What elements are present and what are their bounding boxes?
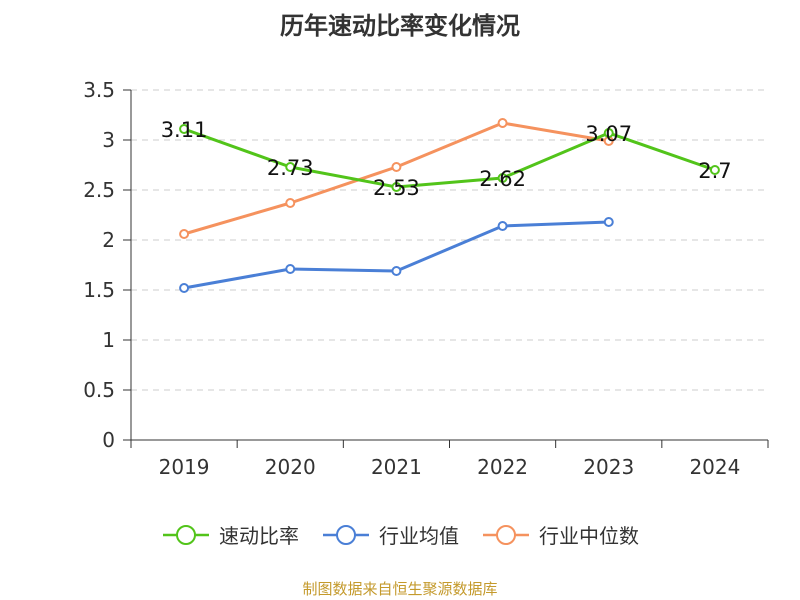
y-tick-label: 0.5 (83, 378, 115, 402)
legend-label: 速动比率 (219, 524, 299, 548)
legend-label: 行业中位数 (539, 524, 639, 548)
y-tick-label: 1 (102, 328, 115, 352)
series-line-1 (183, 220, 609, 290)
data-point (285, 162, 296, 172)
series-lines (179, 118, 720, 293)
data-point (391, 182, 402, 192)
data-point (179, 229, 190, 239)
y-tick-label: 2 (102, 228, 115, 252)
data-label: 2.62 (479, 167, 526, 191)
legend-item-0[interactable]: 速动比率 (161, 520, 299, 549)
grid-lines (131, 89, 768, 391)
legend-line-circle-icon (163, 524, 209, 545)
data-point (497, 118, 508, 128)
x-tick-label: 2020 (265, 455, 316, 479)
x-tick-label: 2024 (689, 455, 740, 479)
data-point (603, 128, 614, 138)
legend-line-circle-icon (323, 524, 369, 545)
source-note: 制图数据来自恒生聚源数据库 (302, 580, 498, 598)
y-tick-label: 3 (102, 128, 115, 152)
legend-item-1[interactable]: 行业均值 (321, 520, 459, 549)
data-point (391, 266, 402, 276)
y-tick-label: 1.5 (83, 278, 115, 302)
y-tick-label: 3.5 (83, 78, 115, 102)
data-label: 2.73 (267, 156, 314, 180)
chart-title: 历年速动比率变化情况 (280, 12, 520, 40)
y-tick-label: 0 (102, 428, 115, 452)
x-tick-label: 2023 (583, 455, 634, 479)
y-tick-label: 2.5 (83, 178, 115, 202)
legend-item-2[interactable]: 行业中位数 (481, 520, 639, 549)
data-labels: 3.11 2.73 2.53 2.62 3.07 2.7 (161, 118, 732, 200)
data-label: 3.11 (161, 118, 208, 142)
legend: 速动比率 行业均值 行业中位数 (0, 520, 800, 549)
series-line-0 (183, 127, 716, 189)
legend-line-circle-icon (483, 524, 529, 545)
data-point (391, 162, 402, 172)
data-label: 3.07 (585, 122, 632, 146)
data-label: 2.53 (373, 176, 420, 200)
data-point (709, 165, 720, 175)
data-point (285, 264, 296, 274)
data-point (179, 283, 190, 293)
data-label: 2.7 (698, 159, 731, 183)
data-point (497, 221, 508, 231)
data-point (179, 124, 190, 134)
x-tick-label: 2022 (477, 455, 528, 479)
legend-label: 行业均值 (379, 524, 459, 548)
x-tick-label: 2021 (371, 455, 422, 479)
data-point (497, 173, 508, 183)
data-point (285, 198, 296, 208)
x-tick-label: 2019 (159, 455, 210, 479)
data-point (603, 217, 614, 227)
